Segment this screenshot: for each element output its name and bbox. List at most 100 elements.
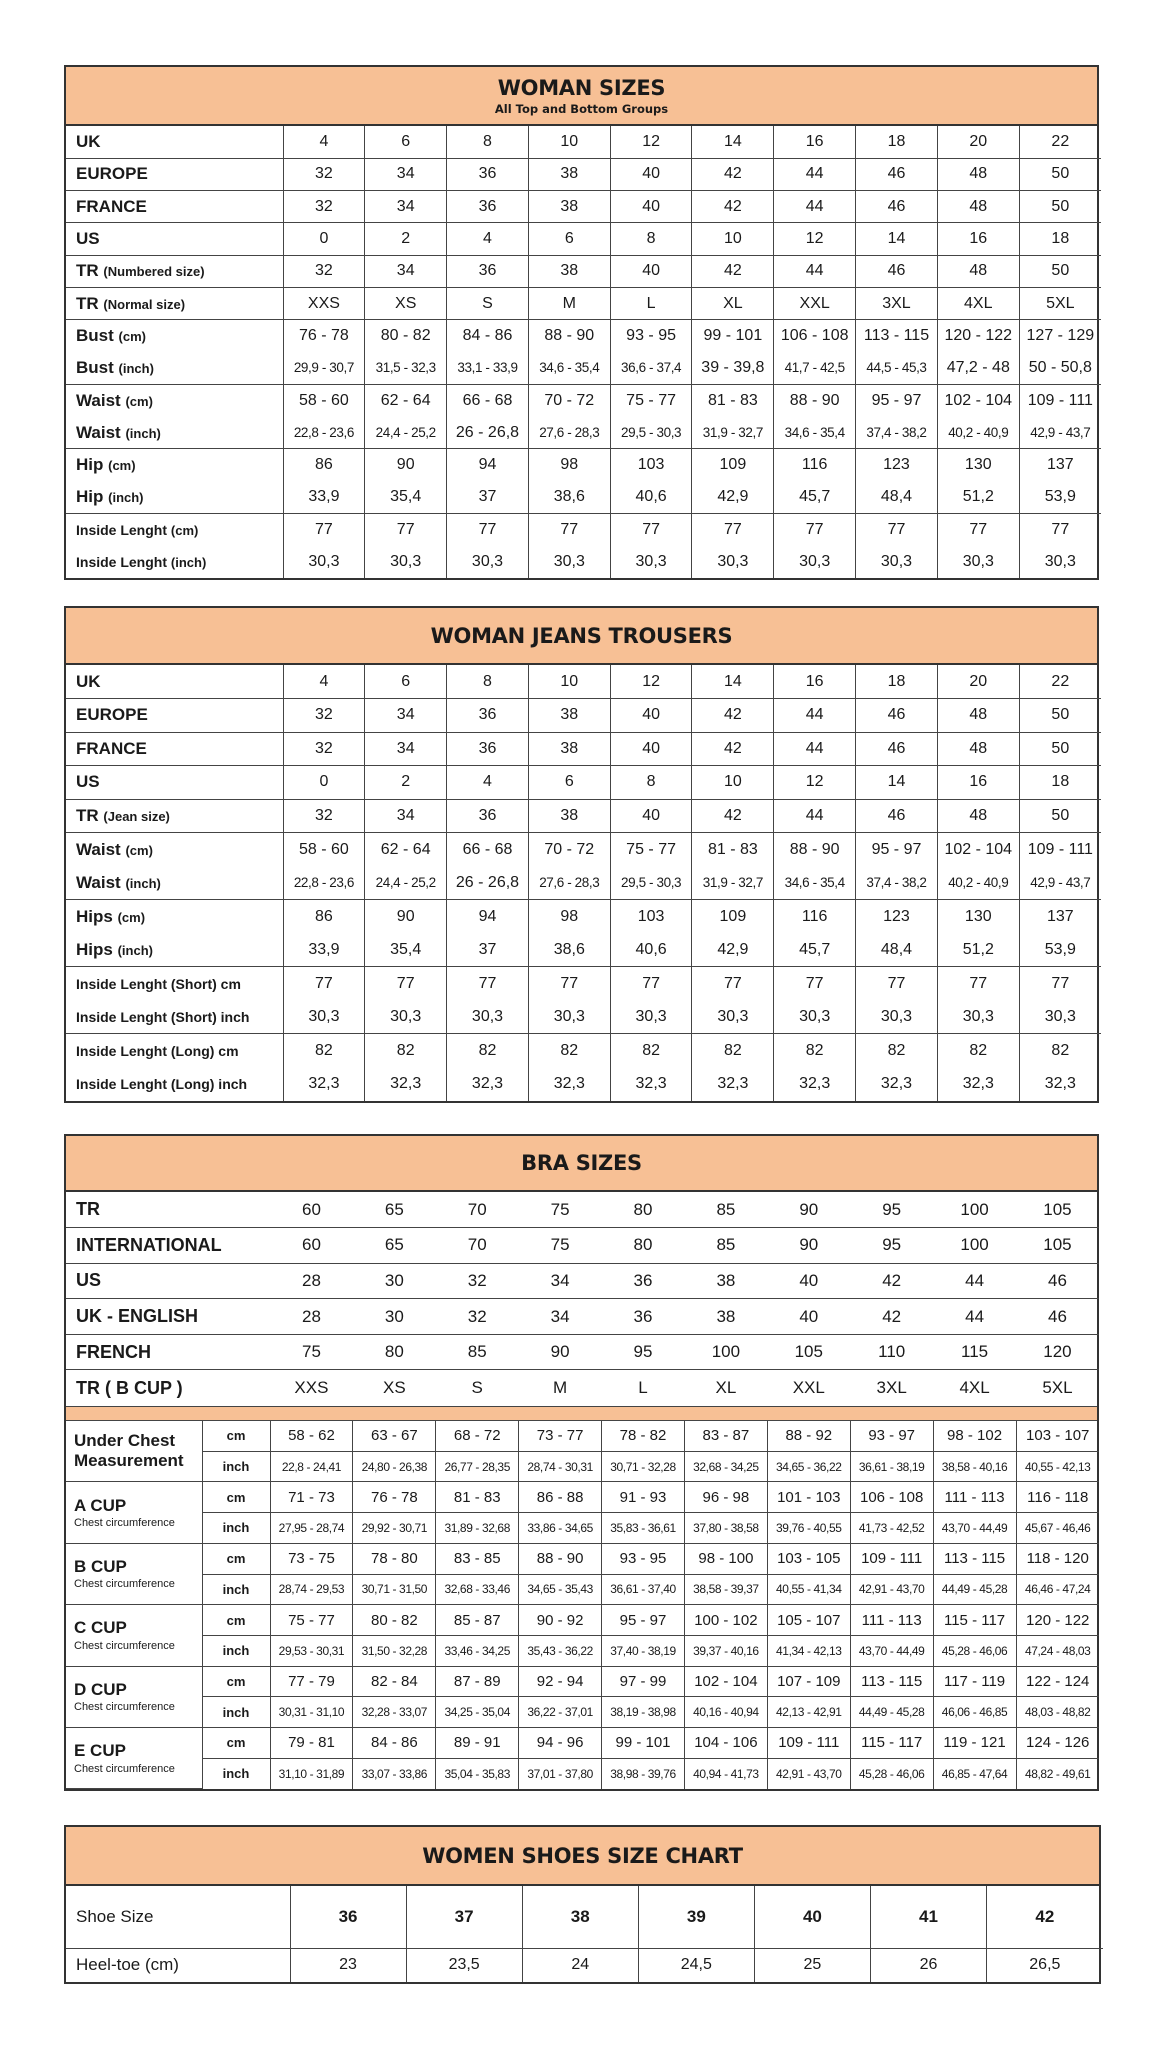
table-row: Shoe Size 36 37 38 39 40 41 42 (66, 1886, 1103, 1949)
size-cell: 30,3 (609, 1000, 693, 1034)
size-cell: 5XL (1018, 286, 1101, 321)
size-cell: 75 - 77 (609, 832, 693, 866)
row-label-main: Inside Lenght (76, 521, 167, 538)
table-row: Inside Lenght (Short) inch 30,3 30,3 30,3 30… (66, 1000, 1101, 1034)
measurement-cell: 84 - 86 (352, 1726, 437, 1759)
size-cell: 40 (767, 1262, 851, 1300)
size-cell: 85 (435, 1333, 519, 1371)
size-cell: 93 - 95 (609, 319, 693, 353)
size-cell: 32 (435, 1262, 519, 1300)
size-cell: 35,4 (364, 933, 448, 967)
size-cell: 66 - 68 (446, 383, 529, 417)
measurement-cell: 89 - 91 (435, 1726, 520, 1759)
measurement-cell: 90 - 92 (518, 1604, 603, 1636)
measurement-cell: 122 - 124 (1015, 1665, 1099, 1698)
size-cell: 60 (270, 1227, 353, 1264)
size-cell: 40,2 - 40,9 (936, 866, 1020, 900)
row-label: Bust (cm) (66, 319, 284, 353)
size-cell: 85 (684, 1192, 768, 1229)
women-shoes-grid: Shoe Size 36 37 38 39 40 41 42 Heel-toe (cm) 23 23… (66, 1886, 1103, 1982)
size-cell: 20 (936, 665, 1020, 699)
bra-divider-band (66, 1405, 1097, 1421)
size-cell: 30,3 (855, 545, 938, 579)
size-cell: 30,3 (364, 545, 448, 579)
row-label: Inside Lenght (Long) cm (66, 1033, 284, 1067)
women-shoes-title: WOMEN SHOES SIZE CHART (422, 1843, 743, 1868)
size-cell: S (446, 286, 529, 321)
row-label-main: Bust (76, 326, 114, 346)
unit-label: inch (202, 1634, 271, 1667)
size-cell: 77 (609, 966, 693, 1000)
size-cell: 36 (601, 1298, 685, 1335)
size-cell: 33,9 (282, 481, 366, 515)
shoe-size-cell: 42 (986, 1886, 1103, 1949)
cup-name: D CUP (74, 1679, 127, 1699)
row-label-unit: (cm) (118, 329, 146, 345)
size-cell: 77 (691, 966, 775, 1000)
size-cell: 98 (527, 899, 611, 933)
woman-jeans-table: WOMAN JEANS TROUSERS UK 4 6 8 10 12 14 16 18 20 22… (64, 606, 1101, 1103)
table-row: B CUP Chest circumference cm 73 - 75 78 - 80… (66, 1542, 1099, 1606)
size-cell: 32,3 (609, 1067, 693, 1101)
size-cell: 38 (527, 254, 611, 288)
measurement-cell: 32,28 - 33,07 (352, 1696, 437, 1728)
table-row: Waist (inch) 22,8 - 23,6 24,4 - 25,2 26 - 2… (66, 866, 1101, 900)
size-cell: 4 (282, 126, 366, 159)
measurement-cell: 29,92 - 30,71 (352, 1512, 437, 1544)
measurement-cell: 30,71 - 32,28 (601, 1450, 685, 1483)
size-cell: 40 (609, 190, 693, 224)
size-cell: 18 (855, 665, 938, 699)
size-cell: 22 (1018, 126, 1101, 159)
row-label: EUROPE (66, 157, 284, 192)
size-cell: 77 (855, 513, 938, 546)
size-cell: 36 (446, 731, 529, 766)
row-label-unit: (cm) (108, 458, 136, 474)
bra-sizes-title: BRA SIZES (521, 1151, 642, 1175)
size-cell: 30,3 (1018, 1000, 1101, 1034)
size-cell: 4XL (933, 1369, 1017, 1406)
row-label-unit: (cm) (125, 393, 153, 409)
size-cell: 75 (518, 1192, 602, 1229)
size-cell: 30,3 (691, 1000, 775, 1034)
measurement-cell: 102 - 104 (683, 1665, 768, 1698)
measurement-cell: 85 - 87 (435, 1604, 520, 1636)
size-cell: 65 (352, 1192, 436, 1229)
measurement-cell: 88 - 90 (518, 1542, 603, 1575)
size-cell: 36 (601, 1262, 685, 1300)
table-row: inch 28,74 - 29,53 30,71 - 31,50 32,68 - 33… (66, 1573, 1099, 1606)
size-cell: 30,3 (364, 1000, 448, 1034)
size-cell: 77 (364, 966, 448, 1000)
cup-description: Chest circumference (74, 1762, 175, 1775)
woman-jeans-header: WOMAN JEANS TROUSERS (66, 608, 1097, 665)
heel-toe-cell: 23 (289, 1947, 407, 1982)
size-cell: 48 (936, 798, 1020, 833)
size-cell: XS (364, 286, 448, 321)
measurement-cell: 48,82 - 49,61 (1015, 1757, 1099, 1789)
size-cell: 77 (527, 966, 611, 1000)
size-cell: 44 (773, 254, 857, 288)
row-label: FRANCE (66, 731, 284, 766)
row-label: Inside Lenght (Long) inch (66, 1067, 284, 1101)
measurement-cell: 115 - 117 (849, 1726, 934, 1759)
size-cell: 27,6 - 28,3 (527, 416, 611, 450)
size-cell: 3XL (855, 286, 938, 321)
table-row: US 0 2 4 6 8 10 12 14 16 18 (66, 222, 1101, 256)
measurement-cell: 33,46 - 34,25 (435, 1634, 520, 1667)
size-cell: 100 (684, 1333, 768, 1371)
row-label-unit: (cm) (117, 909, 146, 925)
row-label: Inside Lenght (cm) (66, 513, 284, 546)
table-row: EUROPE 32 34 36 38 40 42 44 46 48 50 (66, 157, 1101, 192)
size-cell: 105 (1016, 1192, 1099, 1229)
size-cell: 75 (270, 1333, 353, 1371)
size-cell: 14 (691, 665, 775, 699)
size-cell: 90 (767, 1227, 851, 1264)
size-cell: 80 - 82 (364, 319, 448, 353)
size-cell: 82 (691, 1033, 775, 1067)
size-cell: 90 (518, 1333, 602, 1371)
size-cell: 81 - 83 (691, 383, 775, 417)
size-cell: 38,6 (527, 933, 611, 967)
size-cell: 37 (446, 933, 529, 967)
measurement-cell: 63 - 67 (352, 1420, 437, 1452)
bra-sizes-table: BRA SIZES TR 60 65 70 75 80 85 90 95 100 105 INTERN… (64, 1134, 1099, 1792)
measurement-cell: 34,25 - 35,04 (435, 1696, 520, 1728)
